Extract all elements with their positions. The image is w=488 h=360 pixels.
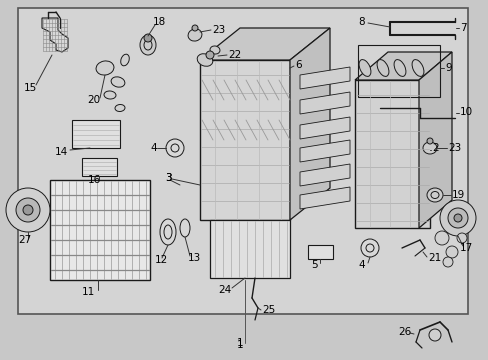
Circle shape [165,139,183,157]
Text: 14: 14 [55,147,68,157]
Bar [209,220,289,278]
Ellipse shape [426,188,442,202]
Polygon shape [42,18,68,52]
Ellipse shape [111,77,124,87]
Ellipse shape [393,59,405,76]
Text: 25: 25 [262,305,275,315]
Bar [200,60,289,220]
Circle shape [453,214,461,222]
Text: 6: 6 [294,60,301,70]
Polygon shape [200,28,329,60]
Text: 15: 15 [24,83,37,93]
Bar [357,45,439,97]
Circle shape [143,34,152,42]
Polygon shape [299,164,349,186]
Bar [307,245,332,259]
Circle shape [439,200,475,236]
Text: 19: 19 [451,190,464,200]
Ellipse shape [188,29,202,41]
Circle shape [426,138,432,144]
Text: 4: 4 [150,143,156,153]
Text: 16: 16 [88,175,101,185]
Circle shape [23,205,33,215]
Text: 12: 12 [155,255,168,265]
Text: 26: 26 [397,327,410,337]
Circle shape [442,257,452,267]
Bar [18,8,467,314]
Text: 5: 5 [311,260,318,270]
Circle shape [6,188,50,232]
Text: 10: 10 [459,107,472,117]
Text: 9: 9 [444,63,451,73]
Circle shape [445,246,457,258]
Polygon shape [418,52,451,228]
Bar [72,120,120,148]
Ellipse shape [160,219,176,245]
Text: 20: 20 [87,95,100,105]
Circle shape [447,208,467,228]
Polygon shape [299,140,349,162]
Text: 1: 1 [236,338,243,348]
Text: 13: 13 [187,253,201,263]
Circle shape [360,239,378,257]
Ellipse shape [376,59,388,76]
Text: 17: 17 [459,243,472,253]
Text: 23: 23 [212,25,225,35]
Circle shape [434,231,448,245]
Circle shape [205,51,214,59]
Text: 23: 23 [447,143,460,153]
Text: 11: 11 [81,287,95,297]
Circle shape [192,25,198,31]
Polygon shape [289,28,329,220]
Ellipse shape [140,35,156,55]
Ellipse shape [197,54,212,66]
Text: 27: 27 [18,235,31,245]
Polygon shape [299,117,349,139]
Text: 22: 22 [227,50,241,60]
Bar [354,80,429,228]
Ellipse shape [210,46,220,54]
Ellipse shape [180,219,190,237]
Text: 3: 3 [164,173,171,183]
Circle shape [456,233,466,243]
Text: 24: 24 [218,285,231,295]
Circle shape [428,329,440,341]
Text: 8: 8 [357,17,364,27]
Polygon shape [299,67,349,89]
Text: 4: 4 [357,260,364,270]
Ellipse shape [121,54,129,66]
Ellipse shape [358,59,370,76]
Polygon shape [299,187,349,209]
Ellipse shape [422,142,436,154]
Text: 3: 3 [164,173,171,183]
Polygon shape [354,52,451,80]
Bar [82,158,117,176]
Text: 21: 21 [427,253,440,263]
Bar [50,180,150,280]
Ellipse shape [104,91,116,99]
Text: 7: 7 [459,23,466,33]
Text: 2: 2 [431,143,438,153]
Ellipse shape [96,61,114,75]
Text: 1: 1 [236,340,243,350]
Ellipse shape [115,104,125,112]
Polygon shape [299,92,349,114]
Ellipse shape [411,59,423,76]
Text: 18: 18 [153,17,166,27]
Circle shape [16,198,40,222]
